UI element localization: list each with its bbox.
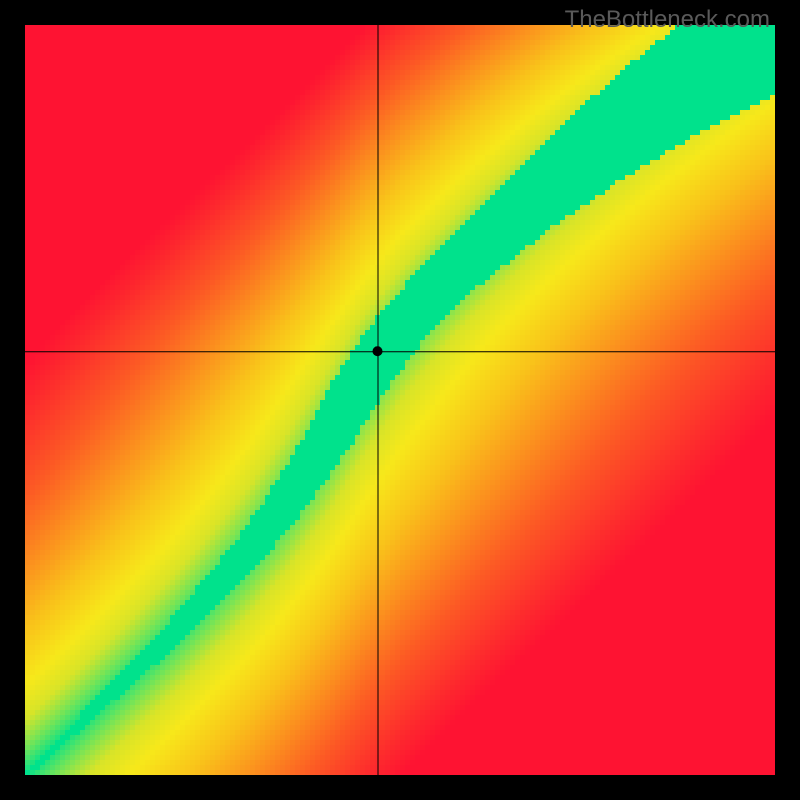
source-watermark: TheBottleneck.com: [565, 6, 770, 34]
bottleneck-heatmap: [0, 0, 800, 800]
chart-container: TheBottleneck.com: [0, 0, 800, 800]
